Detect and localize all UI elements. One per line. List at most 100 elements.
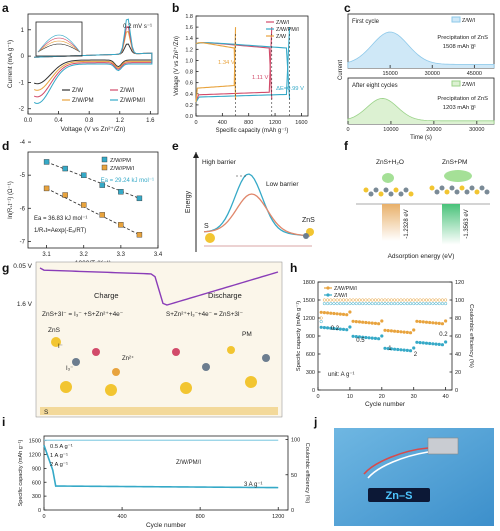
atom-icon [439, 185, 445, 191]
x-tick-label: 3.2 [80, 252, 89, 258]
ce-point [424, 302, 429, 306]
species-label: ZnS [48, 327, 61, 334]
capacity-point [345, 313, 349, 317]
panel-a-frame [27, 13, 159, 115]
capacity-point [428, 320, 432, 325]
rate-label: 2 A g⁻¹ [50, 462, 68, 468]
y-tick-label: 600 [32, 480, 41, 486]
ce-point [348, 298, 352, 302]
y-tick-label: 1 [21, 28, 25, 34]
legend-label: Z/W/PM/I [276, 27, 299, 33]
capacity-point [367, 336, 371, 340]
atom-icon [484, 189, 490, 195]
x-tick-label: 1200 [272, 514, 284, 520]
ce-point [440, 302, 444, 306]
species-icon [112, 368, 120, 376]
ce-point [354, 298, 358, 302]
voltage-top-label: 0.05 V [13, 263, 32, 270]
ce-point [437, 298, 441, 302]
ce-point [348, 302, 352, 306]
ce-point [444, 302, 448, 306]
capacity-point [319, 325, 323, 329]
capacity-point [351, 319, 355, 323]
species-icon [227, 346, 235, 354]
ce-point [338, 302, 342, 306]
y-tick-label: 1.0 [185, 58, 193, 64]
panel-b-frame [195, 15, 309, 117]
species-icon [180, 382, 192, 394]
legend-label: Z/W/I [120, 88, 135, 94]
annotation: 1203 mAh g̅¹ [443, 105, 476, 111]
species-label: PM [242, 331, 252, 338]
capacity-point [341, 312, 346, 316]
atom-icon [469, 185, 475, 191]
ce-point [357, 302, 362, 306]
x-tick-label: 10 [347, 394, 353, 400]
x-tick-label: 0 [316, 394, 319, 400]
ce-point [399, 302, 403, 306]
ce-point [373, 298, 377, 302]
legend-label: Z/W/PM/I [334, 286, 357, 292]
legend-label: Z/W/I [462, 18, 476, 24]
capacity-point [322, 311, 326, 315]
ce-point [367, 298, 371, 302]
species-label: I₃⁻ [66, 366, 73, 372]
capacity-point [319, 310, 323, 314]
capacity-point [437, 321, 441, 325]
data-point [81, 202, 87, 208]
capacity-point [370, 336, 374, 340]
sulfur-icon [205, 233, 215, 243]
ce-point [396, 298, 400, 302]
capacity-point [367, 321, 371, 325]
x-tick-label: 30000 [425, 71, 440, 77]
led-display-text: Zn–S [386, 490, 413, 502]
legend-label: Z/W/PM [72, 98, 94, 104]
annotation: Precipitation of ZnS [437, 35, 488, 41]
panel-i-frame [43, 435, 289, 511]
discharge-label: Discharge [208, 291, 242, 300]
ce-point [431, 298, 435, 302]
capacity-point [424, 341, 429, 345]
data-point [43, 185, 50, 192]
species-icon [60, 381, 72, 393]
capacity-point [345, 328, 349, 332]
voltage-gap-label: 1.11 V [252, 75, 268, 81]
capacity-point [341, 327, 346, 331]
capacity-point [377, 322, 381, 326]
capacity-point [431, 321, 435, 325]
x-tick-label: 3.1 [42, 252, 51, 258]
data-point [99, 212, 105, 218]
x-tick-label: 3.4 [154, 252, 163, 258]
x-tick-label: 800 [244, 120, 253, 126]
ce-point [326, 298, 330, 302]
atom-icon [378, 191, 384, 197]
activation-energy-label: Ea = 36.83 kJ mol⁻¹ [34, 216, 87, 222]
axis-arrowhead [193, 152, 199, 158]
data-point [118, 189, 124, 195]
ce-point [326, 302, 330, 306]
x-tick-label: 30 [411, 394, 417, 400]
discharge-curve [195, 42, 237, 100]
charge-density-icon [444, 170, 472, 182]
capacity-point [348, 325, 352, 329]
ce-point [437, 302, 441, 306]
ce-point [405, 298, 409, 302]
ce-point [332, 298, 336, 302]
ce-point [440, 298, 444, 302]
y2-tick-label: 50 [291, 473, 297, 479]
ce-point [380, 302, 384, 306]
y-tick-label: 0 [312, 388, 315, 394]
voltage-profile [39, 267, 279, 306]
y-tick-label: 1.2 [185, 47, 193, 53]
panel-letter: d [2, 139, 9, 153]
capacity-point [415, 319, 419, 323]
capacity-point [402, 330, 406, 334]
ce-point [386, 298, 390, 302]
ce-point [364, 298, 368, 302]
inset-frame [35, 21, 83, 57]
y-tick-label: -4 [20, 140, 26, 146]
capacity-point [380, 334, 384, 338]
data-point [43, 159, 50, 165]
legend-label: Z/W/PM/I [110, 166, 135, 172]
data-point [62, 165, 68, 172]
